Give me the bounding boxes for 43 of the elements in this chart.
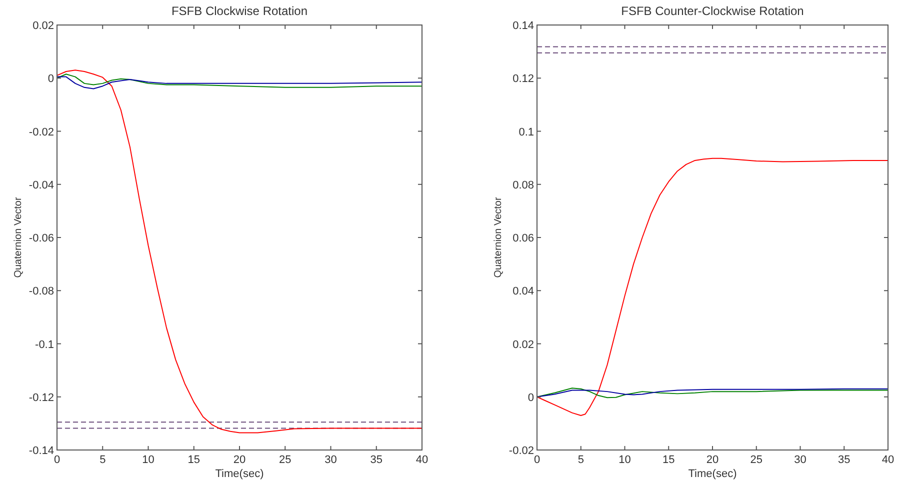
x-tick-label: 10 (142, 454, 154, 466)
x-tick-label: 15 (662, 454, 675, 466)
x-tick-label: 40 (416, 454, 428, 466)
x-tick-label: 40 (882, 454, 894, 466)
x-tick-label: 35 (370, 454, 382, 466)
y-tick-label: 0.02 (32, 20, 54, 32)
x-tick-label: 10 (618, 454, 631, 466)
x-tick-label: 5 (578, 454, 584, 466)
x-tick-label: 20 (706, 454, 719, 466)
x-axis-title: Time(sec) (688, 468, 737, 480)
x-tick-label: 30 (794, 454, 806, 466)
line-series (56, 76, 422, 90)
chart-title: FSFB Counter-Clockwise Rotation (621, 4, 804, 18)
x-tick-label: 15 (188, 454, 200, 466)
line-series (536, 158, 888, 416)
y-tick-label: 0.04 (512, 286, 534, 298)
x-tick-label: 25 (750, 454, 762, 466)
y-tick-label: -0.06 (28, 232, 54, 244)
y-tick-label: 0.08 (512, 179, 534, 192)
x-tick-label: 35 (838, 454, 850, 466)
y-tick-label: 0.06 (512, 232, 534, 244)
line-series (56, 70, 422, 434)
x-tick-label: 20 (233, 454, 246, 466)
x-tick-label: 30 (324, 454, 337, 466)
y-tick-label: -0.04 (28, 179, 54, 192)
x-axis-title: Time(sec) (215, 468, 264, 480)
y-tick-label: 0.02 (512, 338, 534, 351)
y-tick-label: 0.12 (512, 73, 534, 86)
y-axis-title: Quaternion Vector (13, 196, 24, 278)
y-tick-label: -0.1 (35, 338, 54, 351)
y-tick-label: 0.1 (518, 126, 534, 138)
x-tick-label: 5 (100, 454, 106, 466)
y-tick-label: 0 (48, 73, 54, 86)
y-tick-label: -0.02 (508, 445, 534, 457)
y-tick-label: 0 (528, 392, 534, 404)
y-tick-label: -0.12 (28, 392, 54, 404)
chart-title: FSFB Clockwise Rotation (171, 4, 308, 18)
y-tick-label: -0.02 (28, 126, 54, 138)
y-tick-label: -0.14 (28, 445, 54, 457)
x-tick-label: 25 (279, 454, 292, 466)
y-axis-title: Quaternion Vector (493, 196, 504, 278)
y-tick-label: 0.14 (512, 20, 534, 32)
y-tick-label: -0.08 (28, 286, 54, 298)
